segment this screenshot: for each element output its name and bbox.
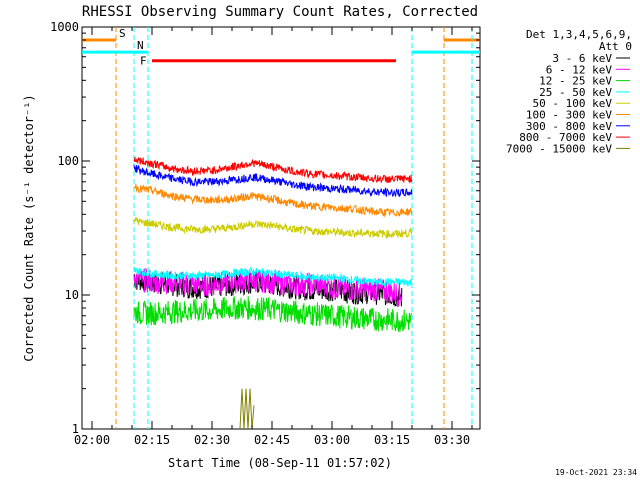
footer-timestamp: 19-Oct-2021 23:34 [555,468,637,477]
series-line [133,217,413,239]
legend-entry-label: 7000 - 15000 keV [506,142,612,155]
series-line [133,296,413,333]
legend-entry-label: 12 - 25 keV [539,75,612,88]
series-line [133,156,413,184]
legend-entry-label: 800 - 7000 keV [519,131,612,144]
legend-entry-label: 100 - 300 keV [526,109,612,122]
y-tick-label: 1 [72,422,79,436]
x-tick-label: 02:30 [194,433,230,447]
x-tick-label: 03:30 [434,433,470,447]
x-tick-label: 03:15 [374,433,410,447]
x-tick-label: 03:00 [314,433,350,447]
series-line [133,164,413,198]
x-axis-label: Start Time (08-Sep-11 01:57:02) [168,456,392,470]
legend-attenuator-line: Att 0 [599,40,632,53]
series-line [133,183,413,218]
x-tick-label: 02:00 [74,433,110,447]
y-tick-label: 100 [57,154,79,168]
flag-label-s: S [119,27,126,40]
x-tick-label: 02:15 [134,433,170,447]
y-tick-label: 1000 [50,20,79,34]
legend-entry-label: 300 - 800 keV [526,120,612,133]
y-axis-label: Corrected Count Rate (s⁻¹ detector⁻¹) [22,94,36,361]
series-line [239,388,255,430]
flag-label-n: N [137,39,144,52]
legend-entry-label: 6 - 12 keV [546,63,613,76]
axes: 02:00 02:15 02:30 02:45 03:00 03:15 03:30 1 10 10… [50,20,480,447]
series-line [133,266,413,288]
legend-entry-label: 3 - 6 keV [552,52,612,65]
plot-area: SNF [82,27,480,430]
legend-entry-label: 25 - 50 keV [539,86,612,99]
legend-detector-line: Det 1,3,4,5,6,9, [526,28,632,41]
chart-title: RHESSI Observing Summary Count Rates, Co… [82,4,478,20]
y-tick-label: 10 [65,288,79,302]
plot-frame [81,26,481,430]
legend-entry-label: 50 - 100 keV [533,97,613,110]
x-tick-label: 02:45 [254,433,290,447]
flag-label-f: F [140,55,147,68]
